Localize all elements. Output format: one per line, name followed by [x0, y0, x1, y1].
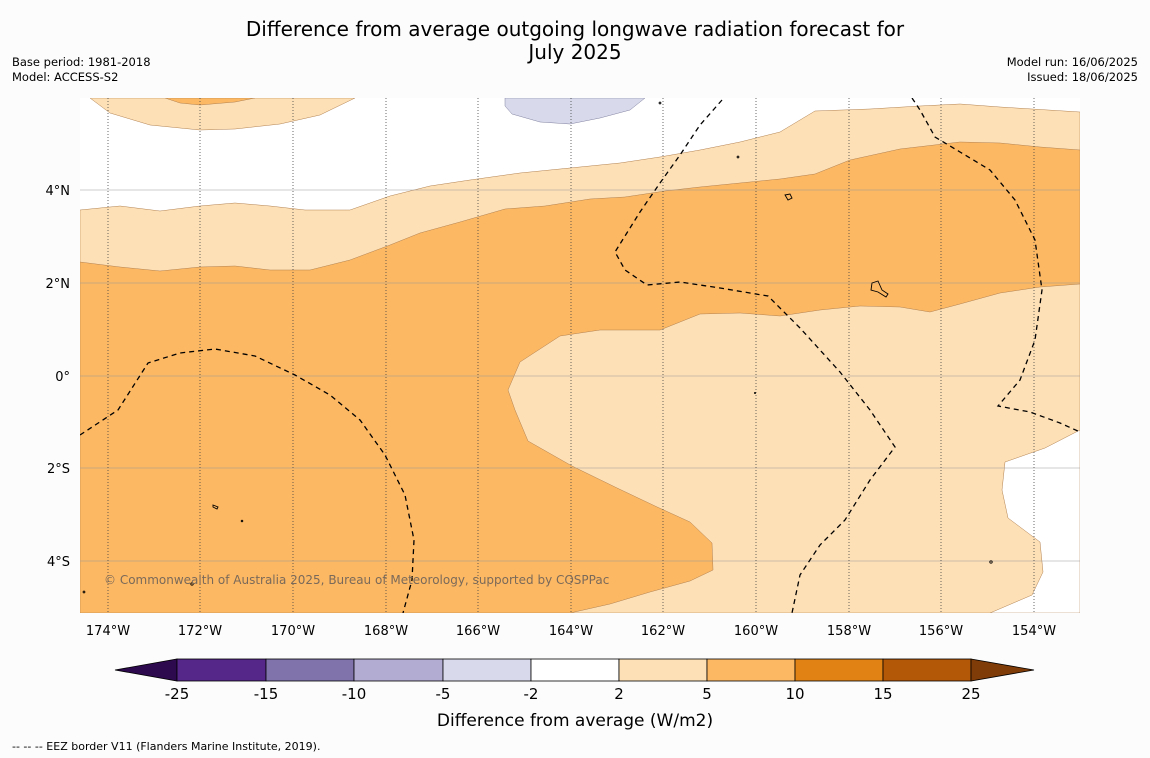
- lon-tick: 162°W: [641, 624, 685, 639]
- colorbar-tick: -10: [342, 685, 367, 703]
- lat-tick: 0°: [55, 370, 70, 385]
- latitude-gridlines: [80, 189, 1080, 562]
- title-line-1: Difference from average outgoing longwav…: [245, 17, 905, 41]
- model-run: Model run: 16/06/2025: [1006, 55, 1138, 69]
- lon-tick: 174°W: [86, 624, 130, 639]
- lon-tick: 154°W: [1012, 624, 1056, 639]
- colorbar-bin: [706, 658, 796, 682]
- colorbar-bin: [794, 658, 884, 682]
- anomaly-5-10-region: [80, 141, 1080, 613]
- anomaly-neg-region: [504, 98, 646, 125]
- metadata-left: Base period: 1981-2018 Model: ACCESS-S2: [12, 55, 151, 85]
- colorbar-tick: -25: [165, 685, 190, 703]
- eez-borders: [80, 98, 1080, 613]
- colorbar: [114, 658, 1035, 682]
- longitude-gridlines: [107, 98, 1035, 613]
- lon-tick: 156°W: [919, 624, 963, 639]
- colorbar-tick: 15: [873, 685, 892, 703]
- colorbar-tick: -2: [524, 685, 539, 703]
- island-g: [753, 391, 757, 395]
- colorbar-ticks: -25 -15 -10 -5 -2 2 5 10 15 25: [165, 685, 981, 703]
- island-c: [212, 504, 219, 510]
- colorbar-tick: 25: [961, 685, 980, 703]
- lon-tick: 166°W: [456, 624, 500, 639]
- island-j: [82, 590, 86, 594]
- eez-footnote: -- -- -- EEZ border V11 (Flanders Marine…: [12, 740, 321, 753]
- map-area: [80, 98, 1080, 613]
- anomaly-2-5-upper-left: [89, 98, 356, 131]
- anomaly-5-10-top: [164, 98, 256, 106]
- lat-tick: 4°N: [46, 184, 71, 199]
- colorbar-bin: [265, 658, 355, 682]
- colorbar-tick: 5: [702, 685, 712, 703]
- lat-tick: 2°N: [46, 277, 71, 292]
- metadata-right: Model run: 16/06/2025 Issued: 18/06/2025: [1007, 55, 1138, 85]
- title-line-2: July 2025: [528, 40, 622, 64]
- issued-date: Issued: 18/06/2025: [1027, 70, 1138, 84]
- model-name: Model: ACCESS-S2: [12, 70, 119, 84]
- colorbar-bin: [353, 658, 444, 682]
- lon-tick: 168°W: [364, 624, 408, 639]
- copyright-notice: © Commonwealth of Australia 2025, Bureau…: [104, 573, 609, 587]
- lon-tick: 158°W: [827, 624, 871, 639]
- colorbar-extend-high: [970, 658, 1035, 682]
- lon-tick: 172°W: [178, 624, 222, 639]
- colorbar-tick: 2: [614, 685, 624, 703]
- eez-border-central: [614, 99, 896, 613]
- colorbar-extend-low: [114, 658, 178, 682]
- colorbar-tick: -15: [254, 685, 279, 703]
- longitude-labels: 174°W 172°W 170°W 168°W 166°W 164°W 162°…: [86, 624, 1056, 639]
- island-b: [870, 280, 889, 298]
- island-h: [989, 560, 993, 564]
- colorbar-tick: 10: [785, 685, 804, 703]
- colorbar-bin: [618, 658, 708, 682]
- island-f: [736, 155, 740, 159]
- lon-tick: 160°W: [734, 624, 778, 639]
- island-i: [190, 582, 194, 586]
- neutral-region-right: [989, 429, 1080, 613]
- colorbar-label: Difference from average (W/m2): [437, 711, 713, 731]
- colorbar-bin: [530, 658, 620, 682]
- colorbar-bin: [442, 658, 532, 682]
- latitude-labels: 4°N 2°N 0° 2°S 4°S: [46, 184, 71, 570]
- island-a: [784, 193, 793, 201]
- map-title: Difference from average outgoing longwav…: [0, 18, 1150, 64]
- colorbar-bin: [882, 658, 972, 682]
- lon-tick: 170°W: [271, 624, 315, 639]
- island-e: [658, 101, 662, 105]
- colorbar-tick: -5: [436, 685, 451, 703]
- colorbar-bin: [176, 658, 267, 682]
- lat-tick: 2°S: [47, 462, 70, 477]
- eez-border-west: [80, 348, 415, 613]
- lon-tick: 164°W: [549, 624, 593, 639]
- base-period: Base period: 1981-2018: [12, 55, 151, 69]
- island-d: [240, 519, 244, 523]
- islands: [82, 101, 993, 594]
- eez-border-east: [911, 98, 1080, 433]
- lat-tick: 4°S: [47, 555, 70, 570]
